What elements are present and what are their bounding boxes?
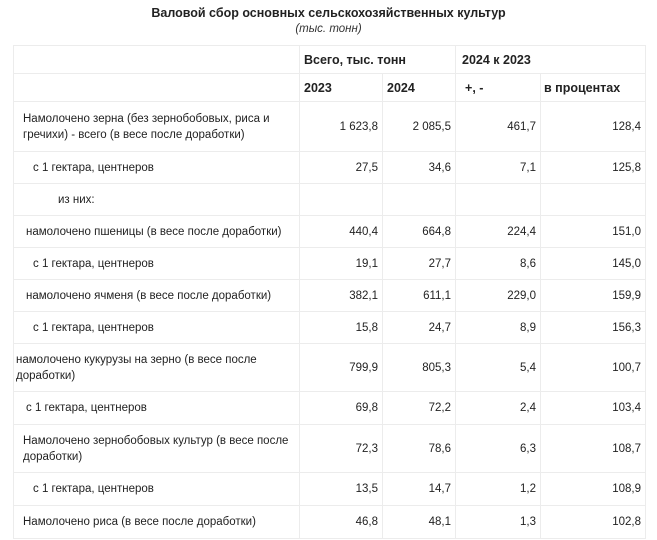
cell-percent: 145,0 xyxy=(540,247,647,280)
cell-2023: 15,8 xyxy=(299,311,383,344)
table-row: с 1 гектара, центнеров 13,5 14,7 1,2 108… xyxy=(13,472,647,506)
cell-percent: 156,3 xyxy=(540,311,647,344)
cell-2023: 19,1 xyxy=(299,247,383,280)
header-compare-group: 2024 к 2023 xyxy=(455,45,647,74)
row-label: Намолочено зерна (без зернобобовых, риса… xyxy=(13,101,300,152)
row-label: намолочено ячменя (в весе после доработк… xyxy=(13,279,300,312)
table-row: Намолочено риса (в весе после доработки)… xyxy=(13,505,647,539)
cell-2024 xyxy=(381,183,457,216)
table-row: с 1 гектара, центнеров 15,8 24,7 8,9 156… xyxy=(13,311,647,344)
cell-2023: 69,8 xyxy=(299,391,383,425)
row-label: из них: xyxy=(13,183,300,216)
cell-2024: 805,3 xyxy=(381,343,457,392)
cell-2023: 27,5 xyxy=(299,151,383,184)
cell-2024: 78,6 xyxy=(381,424,457,473)
cell-2023: 13,5 xyxy=(299,472,383,506)
header-row-group: Всего, тыс. тонн 2024 к 2023 xyxy=(13,45,647,74)
header-diff: +, - xyxy=(455,73,542,102)
cell-2024: 24,7 xyxy=(381,311,457,344)
cell-2023: 46,8 xyxy=(299,505,383,539)
header-2024: 2024 xyxy=(381,73,457,102)
cell-2023 xyxy=(299,183,383,216)
cell-diff: 5,4 xyxy=(455,343,542,392)
cell-2024: 34,6 xyxy=(381,151,457,184)
row-label: намолочено кукурузы на зерно (в весе пос… xyxy=(13,343,300,392)
cell-percent: 103,4 xyxy=(540,391,647,425)
row-label: с 1 гектара, центнеров xyxy=(13,311,300,344)
cell-percent: 100,7 xyxy=(540,343,647,392)
table-row: Намолочено зернобобовых культур (в весе … xyxy=(13,424,647,473)
cell-diff: 8,6 xyxy=(455,247,542,280)
cell-percent: 108,9 xyxy=(540,472,647,506)
cell-2024: 2 085,5 xyxy=(381,101,457,152)
cell-2024: 664,8 xyxy=(381,215,457,248)
cell-2023: 440,4 xyxy=(299,215,383,248)
table-title: Валовой сбор основных сельскохозяйственн… xyxy=(151,6,506,20)
row-label: с 1 гектара, центнеров xyxy=(13,472,300,506)
table-row: с 1 гектара, центнеров 19,1 27,7 8,6 145… xyxy=(13,247,647,280)
table-row: намолочено ячменя (в весе после доработк… xyxy=(13,279,647,312)
cell-diff: 1,3 xyxy=(455,505,542,539)
table-row: намолочено пшеницы (в весе после доработ… xyxy=(13,215,647,248)
cell-2023: 1 623,8 xyxy=(299,101,383,152)
header-empty-cell xyxy=(13,73,300,102)
table-row: из них: xyxy=(13,183,647,216)
header-2023: 2023 xyxy=(299,73,383,102)
header-empty-cell xyxy=(13,45,300,74)
table-row: намолочено кукурузы на зерно (в весе пос… xyxy=(13,343,647,392)
cell-percent: 128,4 xyxy=(540,101,647,152)
cell-percent: 108,7 xyxy=(540,424,647,473)
cell-percent: 125,8 xyxy=(540,151,647,184)
header-percent: в процентах xyxy=(540,73,647,102)
table-row: с 1 гектара, центнеров 27,5 34,6 7,1 125… xyxy=(13,151,647,184)
row-label: Намолочено зернобобовых культур (в весе … xyxy=(13,424,300,473)
cell-2024: 27,7 xyxy=(381,247,457,280)
cell-percent: 151,0 xyxy=(540,215,647,248)
cell-percent: 159,9 xyxy=(540,279,647,312)
cell-2024: 611,1 xyxy=(381,279,457,312)
table-row: Намолочено зерна (без зернобобовых, риса… xyxy=(13,101,647,152)
header-row-columns: 2023 2024 +, - в процентах xyxy=(13,73,647,102)
cell-diff: 461,7 xyxy=(455,101,542,152)
harvest-table: Всего, тыс. тонн 2024 к 2023 2023 2024 +… xyxy=(13,45,647,539)
cell-2024: 48,1 xyxy=(381,505,457,539)
table-row: с 1 гектара, центнеров 69,8 72,2 2,4 103… xyxy=(13,391,647,425)
cell-percent: 102,8 xyxy=(540,505,647,539)
cell-diff: 6,3 xyxy=(455,424,542,473)
row-label: с 1 гектара, центнеров xyxy=(13,391,300,425)
row-label: с 1 гектара, центнеров xyxy=(13,247,300,280)
cell-diff xyxy=(455,183,542,216)
cell-diff: 2,4 xyxy=(455,391,542,425)
header-total-group: Всего, тыс. тонн xyxy=(298,45,457,74)
row-label: Намолочено риса (в весе после доработки) xyxy=(13,505,300,539)
cell-diff: 8,9 xyxy=(455,311,542,344)
row-label: с 1 гектара, центнеров xyxy=(13,151,300,184)
table-subtitle: (тыс. тонн) xyxy=(295,23,362,35)
cell-2023: 799,9 xyxy=(299,343,383,392)
cell-percent xyxy=(540,183,647,216)
cell-diff: 7,1 xyxy=(455,151,542,184)
cell-diff: 224,4 xyxy=(455,215,542,248)
cell-2024: 72,2 xyxy=(381,391,457,425)
row-label: намолочено пшеницы (в весе после доработ… xyxy=(13,215,300,248)
cell-2023: 72,3 xyxy=(299,424,383,473)
cell-2024: 14,7 xyxy=(381,472,457,506)
cell-diff: 1,2 xyxy=(455,472,542,506)
cell-2023: 382,1 xyxy=(299,279,383,312)
cell-diff: 229,0 xyxy=(455,279,542,312)
